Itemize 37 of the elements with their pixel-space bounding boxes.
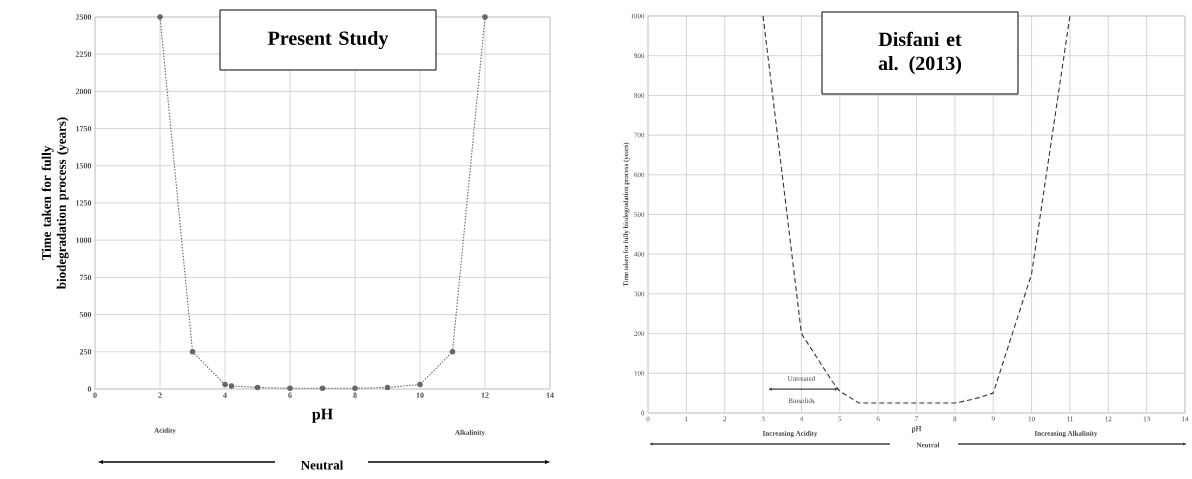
y-tick-label: 1500 xyxy=(76,163,92,169)
text: Disfani et al. (2013) xyxy=(878,31,962,75)
y-tick-label: 2500 xyxy=(75,14,92,20)
x-axis-title: pH xyxy=(911,426,922,434)
y-tick-label: 750 xyxy=(79,274,92,281)
y-tick-label: 1250 xyxy=(76,200,92,206)
point xyxy=(417,381,423,388)
point xyxy=(189,349,196,355)
x-tick-label: 14 xyxy=(546,392,554,398)
y-tick-label: 0 xyxy=(87,386,92,392)
x-tick-label: 4 xyxy=(223,392,227,398)
point xyxy=(384,384,391,391)
x-tick-label: 6 xyxy=(288,392,292,398)
x-axis-title: pH xyxy=(312,408,333,423)
text: Present Study xyxy=(267,30,389,50)
y-tick-label: 2250 xyxy=(75,51,92,57)
point xyxy=(254,384,261,391)
point xyxy=(228,383,235,389)
point xyxy=(482,14,488,20)
x-tick-label: 12 xyxy=(481,392,489,398)
y-tick-label: 1750 xyxy=(76,125,92,132)
point xyxy=(287,385,293,391)
point xyxy=(449,349,456,355)
point xyxy=(319,385,326,391)
point xyxy=(157,14,163,20)
y-tick-label: 2000 xyxy=(75,88,92,95)
x-tick-label: 10 xyxy=(416,392,424,398)
x-tick-label: 8 xyxy=(353,392,357,398)
y-tick-label: 500 xyxy=(79,311,92,318)
y-axis-title: Time taken for fully biodegradation process (years) xyxy=(41,117,69,289)
y-tick-label: 1000 xyxy=(76,237,92,243)
point xyxy=(222,381,228,388)
x-tick-label: 2 xyxy=(158,392,162,398)
point xyxy=(352,385,358,391)
text: Neutral xyxy=(300,460,344,470)
x-tick-label: 0 xyxy=(93,392,97,398)
y-tick-label: 250 xyxy=(79,349,92,355)
